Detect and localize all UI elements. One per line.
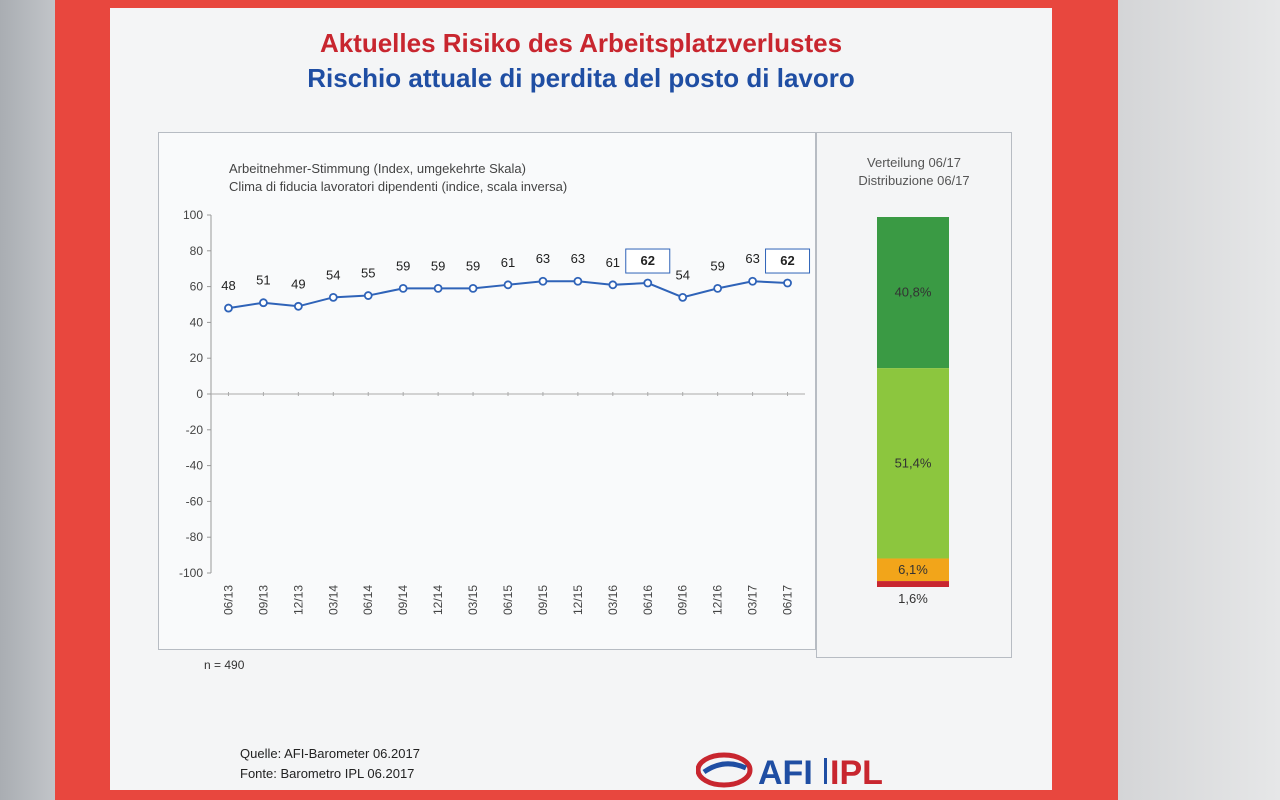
data-point — [783, 278, 792, 288]
slide: Aktuelles Risiko des Arbeitsplatzverlust… — [110, 8, 1052, 790]
data-point — [608, 280, 618, 290]
wall-left — [0, 0, 60, 800]
distribution-title-german: Verteilung 06/17 — [867, 155, 961, 170]
x-tick-label: 12/13 — [291, 585, 305, 615]
y-tick-label: 20 — [190, 351, 204, 365]
chart-subtitle-german: Arbeitnehmer-Stimmung (Index, umgekehrte… — [229, 161, 526, 176]
bar-segment — [877, 558, 949, 582]
x-tick-label: 12/16 — [711, 585, 725, 615]
bar-segment — [877, 581, 949, 587]
title-german: Aktuelles Risiko des Arbeitsplatzverlust… — [319, 28, 843, 58]
line-chart: 100 80 60 40 20 0 -20 -40 -60 -80 -100 06/13 09/13 12… — [179, 208, 811, 615]
data-label: 55 — [361, 266, 375, 281]
data-point — [293, 301, 303, 311]
data-point — [643, 278, 653, 288]
data-label: 63 — [745, 251, 759, 266]
x-tick-label: 12/14 — [431, 585, 445, 615]
data-label: 63 — [536, 251, 550, 266]
data-point — [433, 283, 443, 293]
distribution-panel: Verteilung 06/17 Distribuzione 06/17 40,… — [816, 132, 1012, 658]
logo-afi-text: AFI — [758, 754, 813, 790]
y-tick-label: 0 — [196, 387, 203, 401]
title-italian: Rischio attuale di perdita del posto di … — [307, 63, 855, 93]
chart-subtitle-italian: Clima di fiducia lavoratori dipendenti (… — [229, 179, 568, 194]
data-label: 61 — [501, 255, 515, 270]
segment-label: 1,6% — [898, 591, 928, 606]
data-point — [503, 280, 513, 290]
bar-segment — [877, 217, 949, 369]
segment-label: 40,8% — [895, 285, 932, 300]
data-label: 59 — [431, 258, 445, 273]
data-label: 59 — [710, 258, 724, 273]
stacked-bar-chart: 40,8% 51,4% 6,1% 1,6% — [877, 217, 949, 606]
logo-ipl-text: IPL — [830, 754, 883, 790]
x-tick-label: 06/14 — [361, 585, 375, 615]
data-point — [573, 276, 583, 286]
highlight-box — [765, 248, 811, 274]
x-tick-label: 03/17 — [746, 585, 760, 615]
data-point — [328, 292, 338, 302]
source-italian: Fonte: Barometro IPL 06.2017 — [240, 766, 415, 781]
x-tick-label: 06/16 — [641, 585, 655, 615]
x-tick-label: 09/14 — [396, 585, 410, 615]
y-tick-label: 80 — [190, 244, 204, 258]
highlight-box — [625, 248, 671, 274]
x-tick-label: 06/15 — [501, 585, 515, 615]
x-tick-label: 06/17 — [781, 585, 795, 615]
y-tick-label: -100 — [179, 566, 203, 580]
y-tick-label: -80 — [186, 530, 204, 544]
data-label: 49 — [291, 276, 305, 291]
data-label: 61 — [606, 255, 620, 270]
data-point — [748, 276, 757, 286]
x-tick-label: 03/16 — [606, 585, 620, 615]
data-label: 62 — [780, 253, 794, 268]
bar-segment — [877, 368, 949, 559]
data-label: 62 — [641, 253, 655, 268]
source-german: Quelle: AFI-Barometer 06.2017 — [240, 746, 420, 761]
y-tick-label: -20 — [186, 423, 204, 437]
y-tick-label: -40 — [186, 459, 204, 473]
y-tick-label: 100 — [183, 208, 203, 222]
data-label: 54 — [675, 267, 689, 282]
data-label: 54 — [326, 267, 340, 282]
data-label: 59 — [396, 258, 410, 273]
x-tick-label: 09/16 — [676, 585, 690, 615]
line-chart-panel: Arbeitnehmer-Stimmung (Index, umgekehrte… — [158, 132, 816, 650]
data-point — [713, 283, 723, 293]
x-tick-label: 03/15 — [466, 585, 480, 615]
data-point — [398, 283, 408, 293]
data-label: 51 — [256, 273, 270, 288]
data-point — [259, 298, 268, 308]
data-point — [538, 276, 548, 286]
distribution-title-italian: Distribuzione 06/17 — [858, 173, 970, 188]
x-tick-label: 12/15 — [571, 585, 585, 615]
y-tick-label: 60 — [190, 280, 204, 294]
data-point — [678, 292, 688, 302]
y-tick-label: 40 — [190, 315, 204, 329]
x-tick-label: 09/15 — [536, 585, 550, 615]
x-tick-label: 09/13 — [256, 585, 270, 615]
segment-label: 51,4% — [895, 455, 932, 470]
afi-ipl-logo: AFI IPL — [696, 752, 883, 790]
data-label: 48 — [221, 278, 235, 293]
segment-label: 6,1% — [898, 562, 928, 577]
x-tick-label: 03/14 — [326, 585, 340, 615]
wall-right — [1110, 0, 1280, 800]
data-label: 59 — [466, 258, 480, 273]
data-label: 63 — [571, 251, 585, 266]
x-tick-label: 06/13 — [221, 585, 235, 615]
data-point — [363, 291, 373, 300]
data-point — [468, 283, 478, 293]
sample-size-note: n = 490 — [204, 658, 245, 672]
y-tick-label: -60 — [186, 494, 204, 508]
data-point — [224, 303, 233, 313]
